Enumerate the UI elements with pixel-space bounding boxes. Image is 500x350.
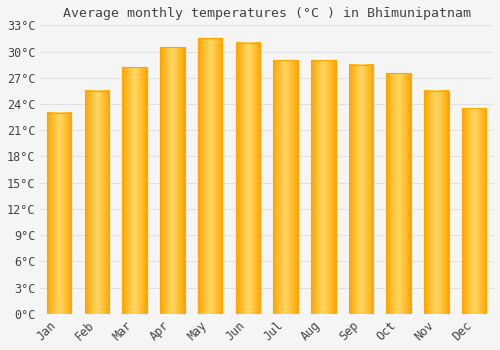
Bar bbox=[84, 91, 109, 314]
Bar bbox=[386, 74, 411, 314]
Bar bbox=[122, 67, 147, 314]
Title: Average monthly temperatures (°C ) in Bhīmunipatnam: Average monthly temperatures (°C ) in Bh… bbox=[62, 7, 470, 20]
Bar bbox=[348, 65, 374, 314]
Bar bbox=[311, 60, 336, 314]
Bar bbox=[236, 43, 260, 314]
Bar bbox=[47, 113, 72, 314]
Bar bbox=[424, 91, 448, 314]
Bar bbox=[274, 60, 298, 314]
Bar bbox=[198, 38, 222, 314]
Bar bbox=[462, 108, 486, 314]
Bar bbox=[160, 47, 184, 314]
